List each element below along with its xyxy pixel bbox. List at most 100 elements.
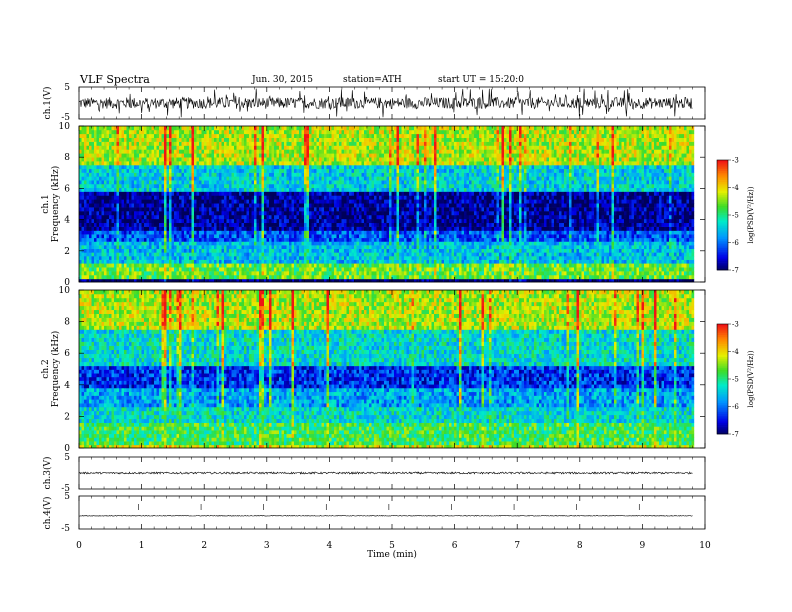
ch1-spec-psd-cell [284,230,287,235]
ch1-spec-psd-cell [476,263,480,268]
ch1-spec-psd-cell [596,218,600,224]
ch1-spec-psd-cell [209,226,212,231]
ch1-spec-psd-cell [354,241,357,246]
ch1-spec-psd-cell [516,222,520,227]
ch1-spec-psd-cell [149,237,152,242]
ch1-spec-psd-cell [239,226,242,231]
ch1-spec-psd-cell [504,226,507,231]
ch1-spec-psd-cell [504,256,507,260]
ch1-spec-psd-cell [114,263,117,268]
ch1-spec-psd-cell [254,278,257,283]
ch1-spec-psd-cell [359,222,362,227]
ch1-spec-psd-cell [259,267,262,272]
ch1-spec-psd-cell [519,230,522,235]
ch1-spec-psd-cell [626,263,630,268]
ch1-spec-psd-cell [559,226,562,231]
ch1-spec-psd-cell [229,245,232,250]
ch1-spec-psd-cell [179,214,182,220]
ch1-spec-psd-cell [514,211,517,216]
ch1-spec-psd-cell [381,245,385,250]
ch1-spec-psd-cell [331,248,335,253]
ch1-spec-psd-cell [676,226,680,231]
ch1-spec-psd-cell [614,218,617,224]
ch1-spec-psd-cell [134,259,137,264]
ch1-spec-psd-cell [469,263,472,268]
ch1-spec-psd-cell [209,245,212,250]
ch1-spec-psd-cell [411,222,415,227]
ch1-spec-psd-cell [216,211,220,216]
ch1-spec-psd-cell [141,259,145,264]
ch1-spec-psd-cell [361,214,365,220]
ch1-spec-psd-cell [201,234,205,239]
ch1-spec-psd-cell [629,230,632,235]
ch1-spec-psd-cell [341,267,345,272]
ch1-spec-psd-cell [419,271,422,276]
ch1-spec-psd-cell [336,267,340,272]
ch1-spec-psd-cell [81,237,85,242]
ch1-spec-psd-cell [676,234,680,239]
ch1-spec-psd-cell [369,230,372,235]
ch1-spec-psd-cell [521,245,525,250]
ch1-spec-psd-cell [319,256,322,260]
ch1-spec-psd-cell [526,214,530,220]
ch1-spec-psd-cell [191,237,195,242]
ch1-spec-psd-cell [141,222,145,227]
ch1-spec-psd-cell [401,222,405,227]
ch1-spec-psd-cell [201,248,205,253]
ch1-spec-psd-cell [94,230,97,235]
ch1-spec-psd-cell [599,214,602,220]
ch1-spec-psd-cell [674,226,677,231]
ch1-spec-psd-cell [94,222,97,227]
ch1-spec-psd-cell [674,245,677,250]
ch1-spec-psd-cell [421,241,425,246]
ch1-spec-psd-cell [256,267,260,272]
ch1-spec-psd-cell [271,207,275,212]
ch1-spec-psd-cell [149,278,152,283]
ch1-spec-psd-cell [134,267,137,272]
ch1-spec-psd-cell [124,245,127,250]
ch1-spec-psd-cell [551,218,555,224]
ch1-spec-psd-cell [336,259,340,264]
ch1-spec-psd-cell [391,267,395,272]
ch1-spec-psd-cell [299,263,302,268]
ch1-spec-psd-cell [404,230,407,235]
ch1-spec-psd-cell [369,245,372,250]
ch1-spec-psd-cell [191,230,195,235]
ch1-spec-psd-cell [531,218,535,224]
ch1-spec-psd-cell [136,259,140,264]
ch1-spec-psd-cell [314,271,317,276]
ch1-spec-psd-cell [146,234,150,239]
ch1-spec-psd-cell [304,252,307,257]
ch1-spec-psd-cell [469,230,472,235]
ch1-spec-psd-cell [684,211,687,216]
ch1-spec-psd-cell [256,248,260,253]
ch1-spec-psd-cell [224,234,227,239]
ch1-spec-psd-cell [256,211,260,216]
ch1-spec-psd-cell [79,259,82,264]
ch1-spec-psd-cell [149,214,152,220]
ch1-spec-psd-cell [441,278,445,283]
ch1-spec-psd-cell [494,256,497,260]
ch1-spec-psd-cell [686,274,690,280]
ch1-spec-psd-cell [426,230,430,235]
ch1-spec-psd-cell [171,245,175,250]
ch1-spec-psd-cell [219,218,222,224]
ch1-spec-psd-cell [194,211,197,216]
ch1-spec-psd-cell [439,256,442,260]
ch1-spec-psd-cell [216,230,220,235]
ch1-spec-psd-cell [599,259,602,264]
ch1-spec-psd-cell [306,234,310,239]
ch1-spec-psd-cell [309,271,312,276]
ch1-spec-psd-cell [454,234,457,239]
ch1-spec-psd-cell [621,211,625,216]
ch1-spec-psd-cell [396,237,400,242]
ch1-spec-psd-cell [539,226,542,231]
ch1-spec-psd-cell [444,252,447,257]
ch1-spec-psd-cell [639,218,642,224]
ch1-spec-psd-cell [534,234,537,239]
ch1-spec-psd-cell [321,263,325,268]
ch1-spec-psd-cell [541,207,545,212]
ch1-spec-psd-cell [664,245,667,250]
ch1-spec-psd-cell [96,241,100,246]
ch1-spec-psd-cell [326,207,330,212]
